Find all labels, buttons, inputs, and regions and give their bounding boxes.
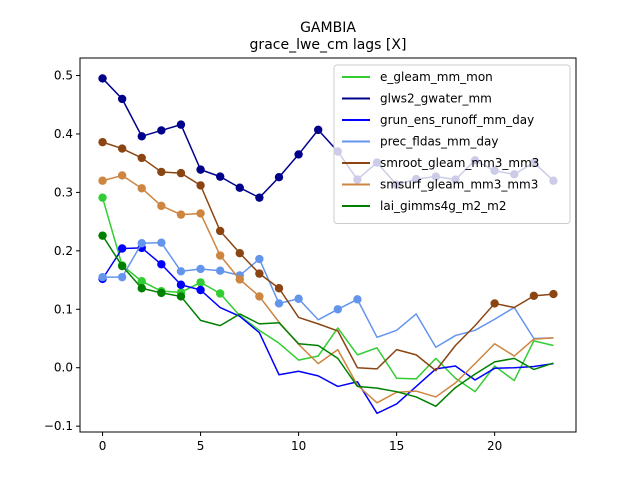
chart-subtitle: grace_lwe_cm lags [X] xyxy=(250,37,407,53)
data-point xyxy=(215,266,225,275)
data-point xyxy=(196,165,205,174)
data-point xyxy=(176,292,186,301)
data-point xyxy=(117,272,127,282)
x-tick-label: 5 xyxy=(197,439,205,453)
data-point xyxy=(235,275,244,284)
data-point xyxy=(294,294,303,303)
legend-box xyxy=(333,64,571,224)
axes: 0 5 10 15 20 −0.1 0.0 0.1 0.2 0.3 0.4 0.5 xyxy=(44,57,577,453)
data-point xyxy=(176,267,186,276)
x-tick-label: 20 xyxy=(487,439,502,453)
data-point xyxy=(314,125,323,135)
legend-label: smsurf_gleam_mm3_mm3 xyxy=(380,178,538,192)
data-point xyxy=(333,305,342,314)
legend-label: lai_gimms4g_m2_m2 xyxy=(380,199,507,213)
data-point xyxy=(157,260,166,269)
data-point xyxy=(196,209,205,218)
data-point xyxy=(137,284,146,293)
series-smroot_gleam_mm3_mm3 xyxy=(98,137,558,372)
data-point xyxy=(294,150,303,159)
data-point xyxy=(157,126,166,135)
legend-label: grun_ens_runoff_mm_day xyxy=(380,113,534,127)
data-point xyxy=(274,173,284,182)
data-point xyxy=(176,210,186,219)
data-point xyxy=(549,289,558,299)
data-point xyxy=(137,277,146,286)
data-point xyxy=(196,285,205,295)
chart-title: GAMBIA xyxy=(300,20,356,36)
data-point xyxy=(255,292,264,301)
data-point xyxy=(274,284,284,293)
data-point xyxy=(137,153,146,163)
data-point xyxy=(176,120,186,129)
y-tick-label: 0.3 xyxy=(54,185,73,199)
legend-label: e_gleam_mm_mon xyxy=(380,70,493,84)
data-point xyxy=(117,144,127,153)
data-point xyxy=(255,254,264,264)
legend: e_gleam_mm_mon glws2_gwater_mm grun_ens_ru… xyxy=(333,64,571,224)
data-point xyxy=(117,94,127,104)
series-prec_fldas_mm_day xyxy=(98,238,554,349)
data-point xyxy=(255,269,264,278)
data-point xyxy=(215,172,225,181)
series-line xyxy=(102,241,554,349)
data-point xyxy=(117,171,127,180)
data-point xyxy=(235,183,244,192)
data-point xyxy=(98,176,107,185)
data-point xyxy=(274,299,284,308)
data-point xyxy=(98,74,107,83)
data-point xyxy=(196,278,205,287)
data-point xyxy=(157,167,166,177)
series-line xyxy=(101,247,554,415)
data-point xyxy=(215,226,225,236)
data-point xyxy=(157,238,166,247)
y-tick-label: 0.1 xyxy=(54,302,73,316)
data-point xyxy=(98,193,107,202)
data-point xyxy=(137,132,146,141)
data-point xyxy=(98,137,107,147)
legend-label: prec_fldas_mm_day xyxy=(380,135,499,149)
data-point xyxy=(215,289,225,298)
data-point xyxy=(137,184,146,193)
data-point xyxy=(117,261,127,271)
series-smsurf_gleam_mm3_mm3 xyxy=(98,171,554,404)
series-e_gleam_mm_mon xyxy=(98,193,554,393)
data-point xyxy=(235,248,244,258)
x-tick-label: 10 xyxy=(291,439,306,453)
data-point xyxy=(157,201,166,211)
data-point xyxy=(490,299,499,308)
y-tick-label: 0.2 xyxy=(54,244,73,258)
data-point xyxy=(157,288,166,298)
data-point xyxy=(176,280,186,289)
legend-label: smroot_gleam_mm3_mm3 xyxy=(380,156,539,170)
data-point xyxy=(117,244,127,253)
data-point xyxy=(353,295,362,304)
y-tick-label: 0.4 xyxy=(54,127,73,141)
y-tick-label: 0.5 xyxy=(54,69,73,83)
data-point xyxy=(98,231,107,240)
series-lai_gimms4g_m2_m2 xyxy=(98,231,554,408)
data-point xyxy=(176,168,186,178)
x-tick-label: 15 xyxy=(389,439,404,453)
x-tick-label: 0 xyxy=(99,439,107,453)
data-point xyxy=(137,239,146,248)
data-point xyxy=(529,291,539,301)
data-point xyxy=(196,264,205,274)
data-point xyxy=(255,193,264,202)
data-point xyxy=(196,181,205,190)
series-grun_ens_runoff_mm_day xyxy=(98,243,554,415)
data-point xyxy=(215,251,225,260)
axes-frame xyxy=(79,57,577,433)
y-tick-label: −0.1 xyxy=(44,419,73,433)
legend-label: glws2_gwater_mm xyxy=(380,92,492,106)
y-tick-label: 0.0 xyxy=(54,361,73,375)
data-point xyxy=(98,272,107,282)
